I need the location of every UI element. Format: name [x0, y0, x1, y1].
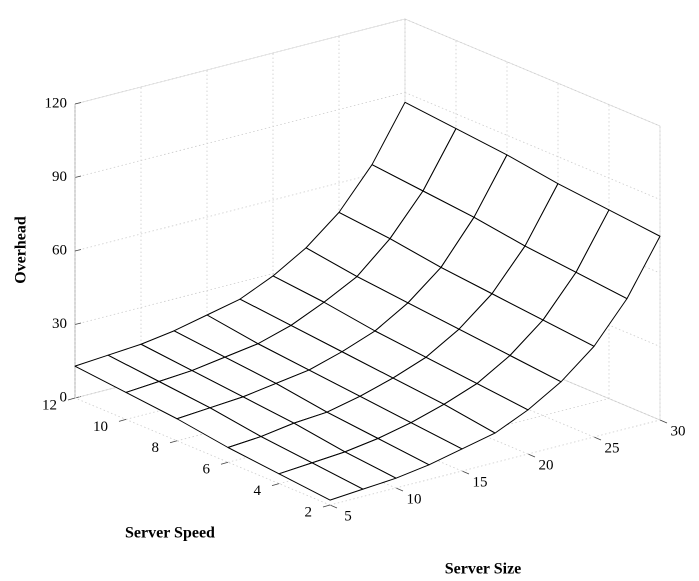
z-tick — [74, 322, 82, 325]
z-tick-label: 0 — [60, 389, 68, 405]
y-tick-label: 6 — [203, 462, 211, 478]
z-tick — [74, 102, 82, 105]
z-tick-label: 90 — [52, 169, 67, 185]
x-tick — [329, 504, 338, 509]
x-tick — [593, 436, 602, 441]
z-tick-label: 60 — [52, 242, 67, 258]
x-tick-label: 5 — [344, 508, 352, 524]
x-tick — [659, 419, 668, 424]
x-axis-label: Server Size — [445, 561, 522, 578]
y-tick — [118, 419, 127, 422]
z-tick-label: 120 — [45, 95, 68, 111]
y-tick-label: 2 — [305, 504, 313, 520]
y-tick — [169, 440, 178, 444]
y-tick — [271, 483, 280, 486]
y-tick-label: 10 — [93, 419, 108, 435]
x-tick — [527, 453, 536, 458]
x-tick-label: 20 — [539, 457, 554, 473]
x-tick-label: 15 — [473, 474, 488, 490]
z-tick — [74, 249, 82, 252]
grid-line — [74, 18, 406, 105]
x-tick-label: 25 — [605, 440, 620, 456]
grid-line — [329, 419, 661, 506]
x-tick — [395, 487, 404, 492]
x-tick-label: 10 — [407, 491, 422, 507]
y-tick — [67, 397, 76, 401]
z-tick — [74, 175, 82, 178]
x-tick-label: 30 — [671, 423, 686, 439]
box-edge — [74, 18, 406, 105]
y-tick — [322, 504, 331, 508]
grid-line — [74, 165, 406, 252]
z-axis-label: Overhead — [13, 216, 30, 284]
grid-line — [74, 239, 406, 325]
y-tick-label: 8 — [152, 440, 160, 456]
y-tick — [220, 461, 229, 465]
z-tick-label: 30 — [52, 316, 67, 332]
surface-cell — [278, 462, 364, 501]
y-tick-label: 4 — [254, 483, 262, 499]
box-edge — [404, 18, 661, 127]
y-tick-label: 12 — [42, 397, 57, 413]
x-tick — [461, 470, 470, 475]
y-axis-label: Server Speed — [125, 525, 215, 542]
grid-line — [74, 92, 406, 178]
